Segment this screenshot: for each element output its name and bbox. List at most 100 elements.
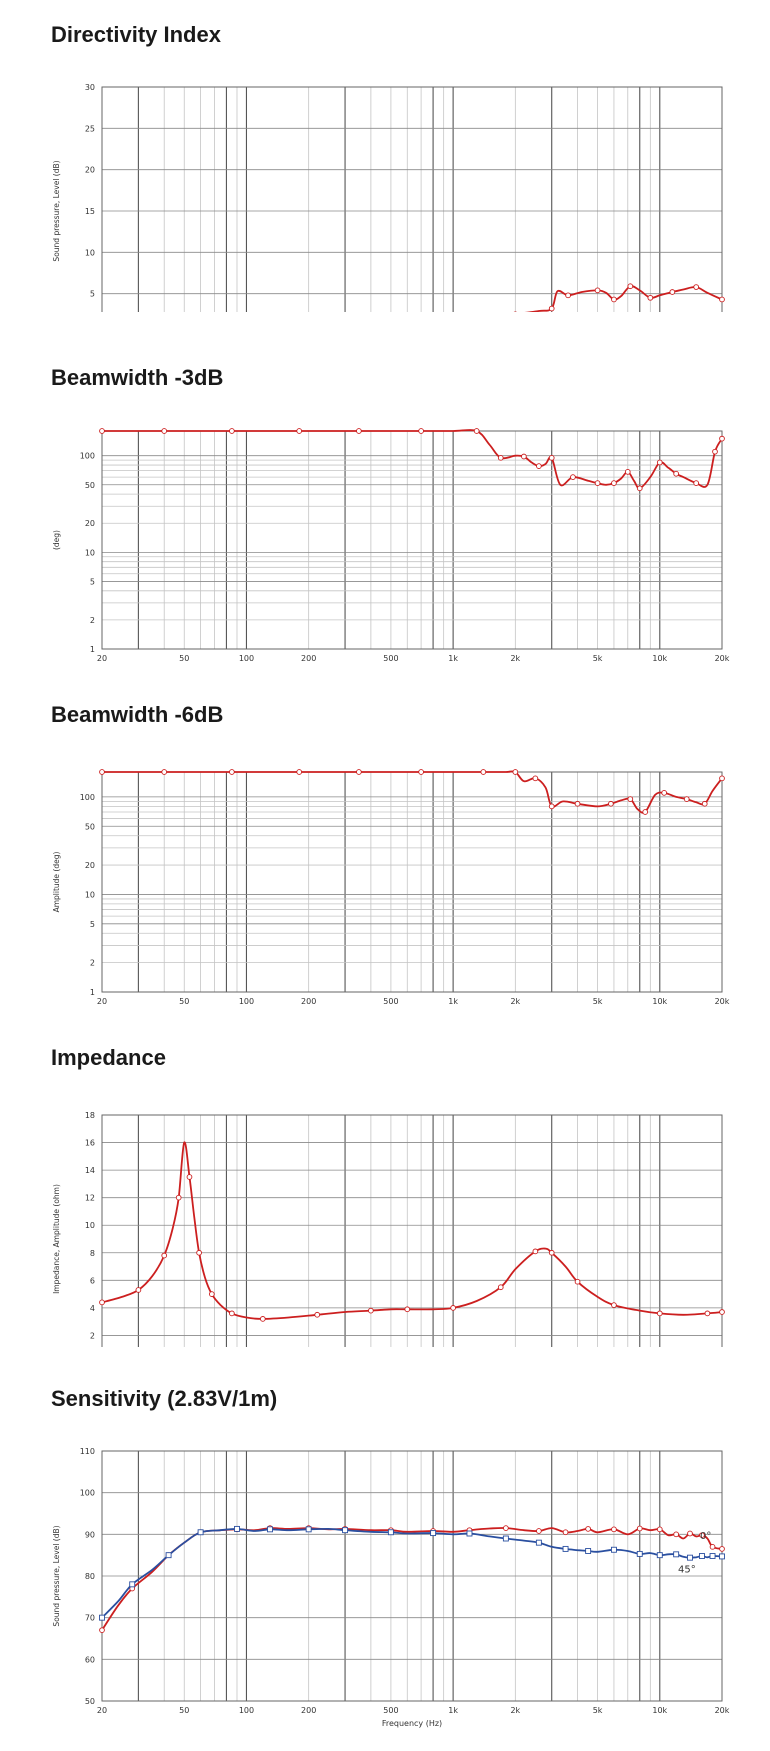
chart-title: Beamwidth -3dB <box>51 365 224 390</box>
data-point <box>175 1194 182 1201</box>
y-tick-label: 5 <box>90 290 95 299</box>
data-point <box>356 769 362 775</box>
y-tick-label: 100 <box>80 793 95 802</box>
series-0 <box>99 769 725 815</box>
series-1: 45° <box>99 1525 725 1621</box>
data-point <box>636 485 643 492</box>
y-tick-label: 2 <box>90 616 95 625</box>
data-point <box>610 1546 617 1553</box>
x-tick-label: 5k <box>593 654 603 663</box>
x-tick-label: 500 <box>383 997 398 1006</box>
data-point <box>636 1550 643 1557</box>
data-point <box>418 428 424 434</box>
y-tick-label: 4 <box>90 1304 95 1313</box>
y-tick-label: 5 <box>90 577 95 586</box>
data-point <box>683 796 690 802</box>
y-tick-label: 30 <box>85 83 95 92</box>
beamwidth-3db-section: Beamwidth -3dB 20 50 100 200 500 1k 2k 5k 10k 20k… <box>0 365 770 665</box>
x-tick-label: 50 <box>179 1706 189 1715</box>
data-point <box>368 1307 374 1314</box>
data-point <box>585 1548 592 1554</box>
data-point <box>497 1284 504 1291</box>
series-line <box>101 1141 723 1320</box>
x-tick-label: 1k <box>448 997 458 1006</box>
chart-title: Sensitivity (2.83V/1m) <box>51 1386 278 1411</box>
plot-frame <box>101 771 723 993</box>
data-point <box>719 1309 725 1315</box>
series-line <box>101 1527 723 1619</box>
data-point <box>548 803 555 810</box>
data-point <box>712 448 718 455</box>
data-point <box>196 1249 202 1256</box>
impedance-chart: 20501002005001k2k5k10k20k024681012141618… <box>52 1111 725 1347</box>
y-tick-label: 6 <box>90 1276 95 1285</box>
data-point <box>570 474 576 480</box>
x-tick-label: 2k <box>510 654 520 663</box>
y-tick-label: 15 <box>85 207 95 216</box>
data-point <box>229 428 235 434</box>
directivity-index-section: Directivity Index 20501002005001k2k5k10k… <box>0 22 770 312</box>
x-tick-label: 5k <box>593 997 603 1006</box>
chart-title: Beamwidth -6dB <box>51 702 224 727</box>
x-axis-label: Frequency (Hz) <box>382 1719 442 1728</box>
data-point <box>186 1174 193 1180</box>
x-tick-label: 20 <box>97 997 107 1006</box>
data-point <box>687 1530 693 1537</box>
data-point <box>480 769 487 775</box>
y-tick-label: 50 <box>85 481 95 490</box>
data-point <box>687 1554 693 1561</box>
x-tick-label: 50 <box>179 997 189 1006</box>
y-tick-label: 8 <box>90 1249 95 1258</box>
data-point <box>693 284 700 290</box>
data-point <box>165 1552 172 1559</box>
series-line <box>101 429 723 490</box>
data-point <box>387 1529 394 1536</box>
y-axis-label: Sound pressure, Level (dB) <box>52 160 61 261</box>
y-axis-label: (deg) <box>52 530 61 550</box>
data-point <box>719 1546 725 1552</box>
data-point <box>548 305 555 312</box>
x-tick-label: 1k <box>448 654 458 663</box>
y-tick-label: 20 <box>85 519 95 528</box>
data-point <box>574 1278 581 1285</box>
grid <box>102 1115 722 1347</box>
data-point <box>642 809 649 815</box>
data-point <box>701 800 708 807</box>
data-point <box>512 769 519 775</box>
y-tick-label: 20 <box>85 861 95 870</box>
data-point <box>532 775 539 782</box>
grid <box>102 431 722 649</box>
data-point <box>161 428 168 434</box>
x-tick-label: 500 <box>383 1706 398 1715</box>
x-tick-label: 500 <box>383 654 398 663</box>
data-point <box>532 1248 539 1255</box>
data-point <box>548 1249 555 1256</box>
data-point <box>356 428 362 434</box>
data-point <box>161 1252 168 1259</box>
data-point <box>296 428 303 434</box>
data-point <box>161 769 168 775</box>
data-point <box>704 1310 711 1317</box>
data-point <box>502 1535 509 1542</box>
data-point <box>521 453 527 460</box>
x-tick-label: 200 <box>301 997 316 1006</box>
y-tick-label: 10 <box>85 1221 95 1230</box>
data-point <box>719 296 725 303</box>
data-point <box>535 1539 542 1546</box>
grid <box>102 87 722 312</box>
y-tick-label: 50 <box>85 1697 95 1706</box>
y-tick-label: 14 <box>85 1166 95 1175</box>
data-point <box>661 790 668 796</box>
data-point <box>497 454 504 461</box>
data-point <box>305 1526 312 1533</box>
y-tick-label: 80 <box>85 1572 95 1581</box>
data-point <box>627 796 634 802</box>
data-point <box>99 428 105 434</box>
data-point <box>647 294 654 301</box>
x-tick-label: 200 <box>301 1706 316 1715</box>
x-tick-label: 2k <box>510 1706 520 1715</box>
data-point <box>562 1545 569 1552</box>
y-tick-label: 50 <box>85 822 95 831</box>
x-tick-label: 20k <box>715 654 730 663</box>
data-point <box>673 1531 680 1538</box>
